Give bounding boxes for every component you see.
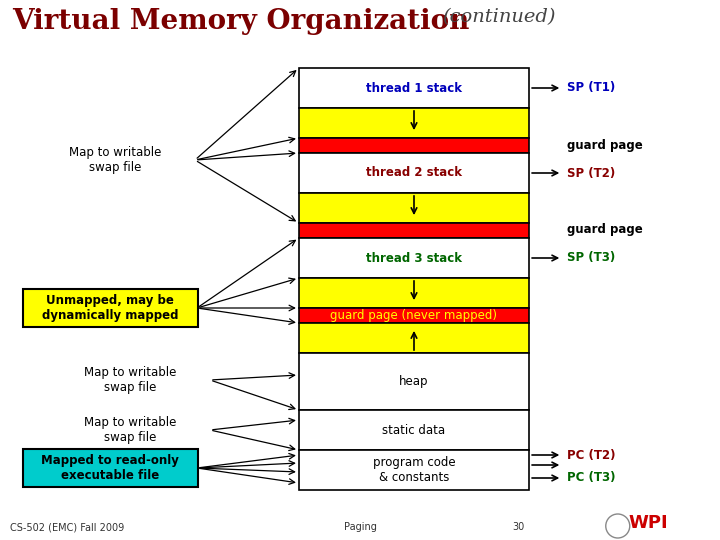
Text: guard page: guard page (567, 224, 643, 237)
Text: (continued): (continued) (442, 8, 556, 26)
Text: Virtual Memory Organization: Virtual Memory Organization (12, 8, 469, 35)
Bar (22, 289, 197, 327)
Text: static data: static data (382, 423, 446, 436)
Bar (22, 449, 197, 487)
Bar (299, 193, 529, 223)
Text: PC (T3): PC (T3) (567, 471, 616, 484)
Bar (299, 153, 529, 193)
Bar (299, 308, 529, 323)
Bar (299, 223, 529, 238)
Text: Paging: Paging (343, 522, 377, 532)
Text: 30: 30 (512, 522, 525, 532)
Text: WPI: WPI (628, 514, 668, 532)
Bar (299, 278, 529, 308)
Text: Mapped to read-only
executable file: Mapped to read-only executable file (41, 454, 179, 482)
Text: Unmapped, may be
dynamically mapped: Unmapped, may be dynamically mapped (42, 294, 179, 322)
Bar (299, 450, 529, 490)
Text: PC (T2): PC (T2) (567, 449, 616, 462)
Bar (299, 238, 529, 278)
Text: thread 3 stack: thread 3 stack (366, 252, 462, 265)
Text: SP (T2): SP (T2) (567, 166, 616, 179)
Text: SP (T3): SP (T3) (567, 252, 616, 265)
Bar (299, 410, 529, 450)
Bar (299, 68, 529, 108)
Bar (299, 353, 529, 410)
Bar (299, 323, 529, 353)
Text: thread 2 stack: thread 2 stack (366, 166, 462, 179)
Text: guard page: guard page (567, 138, 643, 152)
Text: thread 1 stack: thread 1 stack (366, 82, 462, 94)
Text: guard page (never mapped): guard page (never mapped) (330, 309, 498, 322)
Bar (299, 138, 529, 153)
Text: program code
& constants: program code & constants (373, 456, 455, 484)
Bar (299, 108, 529, 138)
Text: CS-502 (EMC) Fall 2009: CS-502 (EMC) Fall 2009 (10, 522, 125, 532)
Text: Map to writable
swap file: Map to writable swap file (84, 366, 176, 394)
Text: Map to writable
swap file: Map to writable swap file (84, 416, 176, 444)
Text: Map to writable
swap file: Map to writable swap file (69, 146, 161, 174)
Text: SP (T1): SP (T1) (567, 82, 616, 94)
Text: heap: heap (400, 375, 428, 388)
